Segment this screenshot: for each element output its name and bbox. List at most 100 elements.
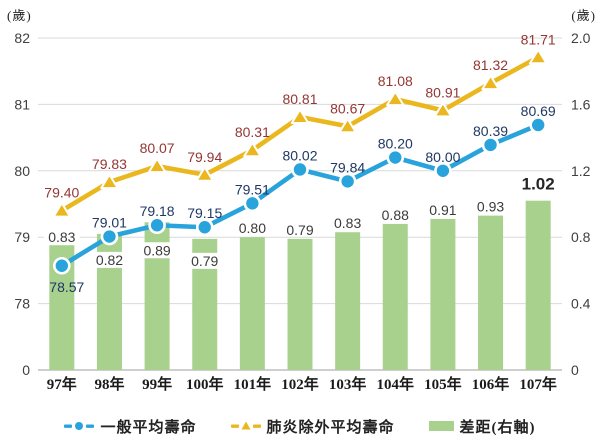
life-expectancy-combo-chart: 82 81 80 79 78 0 2.0 1.6 1.2 0.8 0.4 0 97年 98年 99年 100年… [14,30,591,393]
line-data-label: 80.20 [378,136,413,152]
line-data-label: 81.32 [473,57,508,73]
chart-legend: 一般平均壽命 肺炎除外平均壽命 差距(右軸) [0,411,600,441]
bar-data-label: 0.83 [48,229,75,245]
line-data-label: 78.57 [49,279,84,295]
bar-data-label: 0.91 [429,202,456,218]
x-axis-category-label: 98年 [94,375,124,393]
bar-data-label: 1.02 [522,175,555,194]
circle-marker [386,148,405,167]
bar-label-backdrop [43,229,80,246]
right-axis-unit-label: (歲) [571,8,596,23]
legend-label: 差距(右軸) [459,419,536,436]
bar-data-label: 0.88 [382,207,409,223]
line-data-label: 80.81 [282,91,317,107]
bar-label-backdrop [139,242,176,259]
triangle-marker [147,157,167,174]
gap-bar [430,218,456,370]
circle-marker [481,136,500,154]
bar-data-label: 0.82 [96,252,123,268]
x-axis-category-label: 106年 [472,375,510,393]
left-axis-tick-label: 0 [22,362,30,378]
line-data-label: 79.83 [92,156,127,172]
x-axis-category-label: 101年 [234,375,272,393]
x-axis-category-label: 99年 [142,375,172,393]
line-data-label: 80.07 [140,140,175,156]
gap-bar [478,215,504,370]
triangle-marker [290,108,310,125]
line-data-label: 80.69 [521,103,556,119]
triangle-marker [386,90,405,107]
bar-data-label: 0.93 [477,199,504,215]
left-axis-tick-label: 78 [14,296,30,312]
gap-bar [525,200,551,370]
gap-bar [239,237,265,370]
gap-bar [287,238,313,370]
line-data-label: 79.94 [187,149,222,165]
x-axis-category-label: 102年 [281,375,319,393]
line-data-label: 79.01 [92,215,127,231]
x-axis-category-label: 107年 [519,375,557,393]
line-triangle-legend-marker [230,421,261,430]
line-data-label: 80.00 [425,149,460,165]
left-axis-tick-label: 79 [14,229,30,245]
right-axis-tick-label: 0 [571,362,579,378]
right-axis-tick-label: 0.4 [571,296,591,312]
circle-marker [434,162,452,180]
circle-marker [148,216,166,235]
line-data-label: 79.18 [140,203,175,219]
bar-data-label: 0.83 [334,215,361,231]
triangle-marker [481,74,500,91]
circle-marker [100,227,119,246]
bar-data-label: 0.80 [239,220,266,236]
bar-label-backdrop [186,252,223,269]
triangle-marker [433,101,453,118]
circle-marker [53,256,71,275]
triangle-marker [243,141,262,158]
triangle-marker [338,117,357,134]
bar-data-label: 0.89 [143,242,170,258]
bar-label-backdrop [91,251,128,268]
left-axis-tick-label: 80 [14,163,30,179]
legend-label: 肺炎除外平均壽命 [266,419,395,436]
line-data-label: 81.71 [521,31,556,47]
triangle-marker [100,173,119,190]
circle-marker [338,172,357,191]
circle-marker [529,116,547,134]
bar-data-label: 0.79 [286,222,313,238]
bar-legend-swatch [428,421,454,431]
triangle-marker [52,202,72,218]
line-data-label: 80.67 [330,100,365,116]
right-axis-tick-label: 1.2 [571,163,591,179]
line-data-label: 79.40 [44,185,79,201]
line-data-label: 80.31 [235,124,270,140]
legend-label: 一般平均壽命 [100,419,197,436]
x-axis-category-label: 104年 [377,375,415,393]
bar-data-label: 0.79 [191,253,218,269]
gap-bar [49,232,75,370]
line-data-label: 81.08 [378,73,413,89]
circle-marker [195,218,214,237]
line-data-label: 80.39 [473,123,508,139]
right-axis-tick-label: 2.0 [571,30,591,46]
x-axis-category-label: 100年 [186,375,224,393]
line-circle-legend-marker [64,422,95,430]
line-data-label: 80.91 [425,84,460,100]
circle-marker [291,160,309,179]
x-axis-category-label: 105年 [424,375,462,393]
line-data-label: 79.84 [330,159,365,175]
line-data-label: 79.15 [187,205,222,221]
triangle-marker [195,166,214,182]
line-data-label: 79.51 [235,181,270,197]
gap-bar [382,223,408,370]
left-axis-tick-label: 81 [14,96,30,112]
legend-item-gap-right-axis: 差距(右軸) [428,416,536,437]
x-axis-category-label: 97年 [47,375,77,393]
line-excl-pneumonia [60,55,540,213]
x-axis-category-label: 103年 [329,375,367,393]
left-axis-tick-label: 82 [14,30,30,46]
right-axis-tick-label: 1.6 [571,96,591,112]
circle-marker [243,194,262,213]
legend-item-life-expectancy-excl-pneumonia: 肺炎除外平均壽命 [230,416,395,437]
line-data-label: 80.02 [282,147,317,163]
